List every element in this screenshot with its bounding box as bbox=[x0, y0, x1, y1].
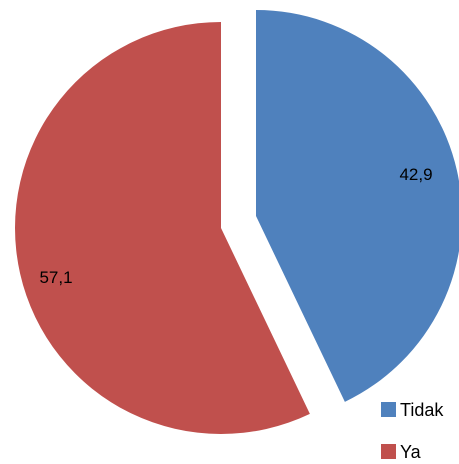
legend-label-ya: Ya bbox=[400, 442, 422, 462]
pie-slice-ya bbox=[15, 22, 310, 434]
data-label-tidak: 42,9 bbox=[399, 165, 432, 184]
pie-slice-tidak bbox=[256, 10, 459, 402]
pie-slices bbox=[15, 10, 459, 434]
legend-swatch-ya bbox=[381, 444, 396, 459]
legend: Tidak Ya bbox=[381, 400, 444, 462]
data-labels: 42,9 57,1 bbox=[39, 165, 432, 287]
legend-label-tidak: Tidak bbox=[400, 400, 444, 420]
data-label-ya: 57,1 bbox=[39, 268, 72, 287]
legend-swatch-tidak bbox=[381, 402, 396, 417]
